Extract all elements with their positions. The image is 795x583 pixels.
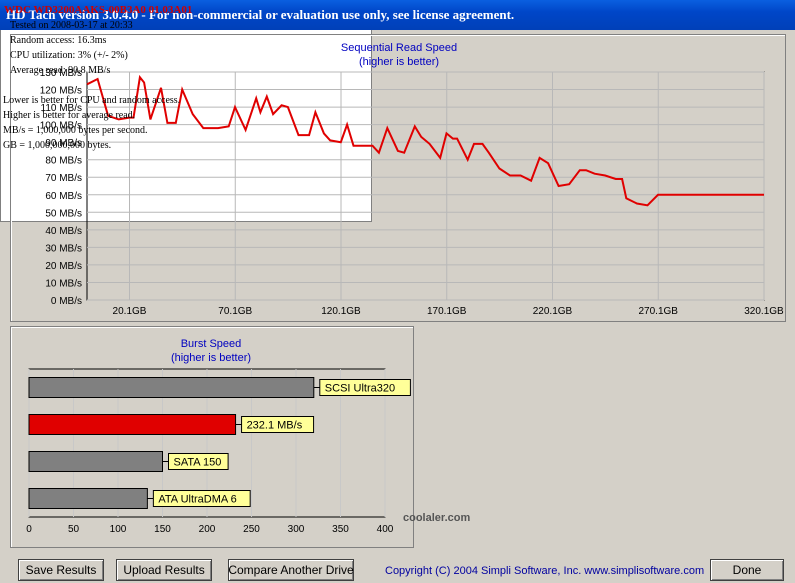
save-results-button[interactable]: Save Results: [18, 559, 104, 581]
note-higher-better: Higher is better for average read.: [3, 110, 136, 121]
seq-ytick-label: 10 MB/s: [45, 278, 82, 289]
seq-xtick-label: 120.1GB: [321, 306, 361, 317]
sequential-read-panel: Sequential Read Speed (higher is better)…: [10, 34, 786, 322]
seq-xtick-label: 270.1GB: [639, 306, 679, 317]
note-mbs-def: MB/s = 1,000,000 bytes per second.: [3, 125, 148, 136]
seq-ytick-label: 70 MB/s: [45, 173, 82, 184]
burst-xtick-label: 200: [199, 524, 216, 535]
seq-xtick-label: 70.1GB: [218, 306, 252, 317]
burst-bar-label: SATA 150: [174, 457, 222, 469]
burst-xtick-label: 0: [26, 524, 32, 535]
burst-bar-label: SCSI Ultra320: [325, 383, 395, 395]
sequential-read-chart: Sequential Read Speed (higher is better)…: [40, 42, 784, 317]
copyright-link[interactable]: Copyright (C) 2004 Simpli Software, Inc.…: [385, 565, 705, 577]
seq-ytick-label: 130 MB/s: [40, 68, 82, 79]
burst-xtick-label: 100: [110, 524, 127, 535]
burst-bar: [28, 488, 148, 509]
upload-results-button[interactable]: Upload Results: [116, 559, 212, 581]
burst-speed-chart: Burst Speed (higher is better) SCSI Ultr…: [26, 338, 411, 535]
burst-chart-subtitle: (higher is better): [171, 352, 251, 364]
seq-ytick-label: 20 MB/s: [45, 261, 82, 272]
seq-ytick-label: 90 MB/s: [45, 138, 82, 149]
burst-bar: [28, 451, 163, 472]
burst-label-box: [152, 490, 251, 507]
burst-xtick-label: 400: [377, 524, 394, 535]
burst-label-box: [319, 379, 411, 396]
burst-speed-panel: Burst Speed (higher is better) SCSI Ultr…: [10, 326, 414, 548]
burst-xtick-label: 250: [243, 524, 260, 535]
burst-label-box: [168, 453, 229, 470]
burst-label-box: [241, 416, 315, 433]
burst-bar-label: 232.1 MB/s: [247, 420, 303, 432]
burst-xtick-label: 150: [154, 524, 171, 535]
seq-ytick-label: 60 MB/s: [45, 191, 82, 202]
burst-xtick-label: 50: [68, 524, 80, 535]
burst-bar: [28, 414, 237, 435]
seq-ytick-label: 80 MB/s: [45, 156, 82, 167]
drive-model: WDC WD3200AAKS-00B3A0 01.03A01: [4, 4, 193, 16]
note-lower-better: Lower is better for CPU and random acces…: [3, 95, 181, 106]
seq-ytick-label: 40 MB/s: [45, 226, 82, 237]
seq-ytick-label: 50 MB/s: [45, 208, 82, 219]
seq-xtick-label: 20.1GB: [113, 306, 147, 317]
drive-info-panel: WDC WD3200AAKS-00B3A0 01.03A01 Tested on…: [0, 0, 372, 222]
seq-ytick-label: 30 MB/s: [45, 243, 82, 254]
random-access: Random access: 16.3ms: [10, 35, 107, 46]
compare-drive-button[interactable]: Compare Another Drive: [228, 559, 354, 581]
seq-chart-title: Sequential Read Speed: [341, 42, 457, 54]
seq-xtick-label: 320.1GB: [744, 306, 784, 317]
seq-chart-subtitle: (higher is better): [359, 56, 439, 68]
seq-ytick-label: 120 MB/s: [40, 86, 82, 97]
note-gb-def: GB = 1,000,000,000 bytes.: [3, 140, 112, 151]
burst-bar-label: ATA UltraDMA 6: [158, 494, 236, 506]
seq-ytick-label: 110 MB/s: [41, 103, 83, 114]
seq-xtick-label: 220.1GB: [533, 306, 573, 317]
watermark: coolaler.com: [403, 512, 471, 524]
average-read: Average read: 90.8 MB/s: [10, 65, 111, 76]
done-button[interactable]: Done: [710, 559, 784, 581]
burst-xtick-label: 350: [332, 524, 349, 535]
burst-chart-title: Burst Speed: [181, 338, 242, 350]
cpu-utilization: CPU utilization: 3% (+/- 2%): [10, 50, 128, 61]
seq-series-line: [86, 74, 764, 207]
seq-ytick-label: 0 MB/s: [51, 296, 82, 307]
seq-ytick-label: 100 MB/s: [40, 121, 82, 132]
test-date: Tested on 2008-03-17 at 20:33: [10, 20, 133, 31]
seq-xtick-label: 170.1GB: [427, 306, 467, 317]
burst-bar: [28, 377, 315, 398]
window-title: HD Tach version 3.0.4.0 - For non-commer…: [0, 0, 795, 30]
burst-xtick-label: 300: [288, 524, 305, 535]
